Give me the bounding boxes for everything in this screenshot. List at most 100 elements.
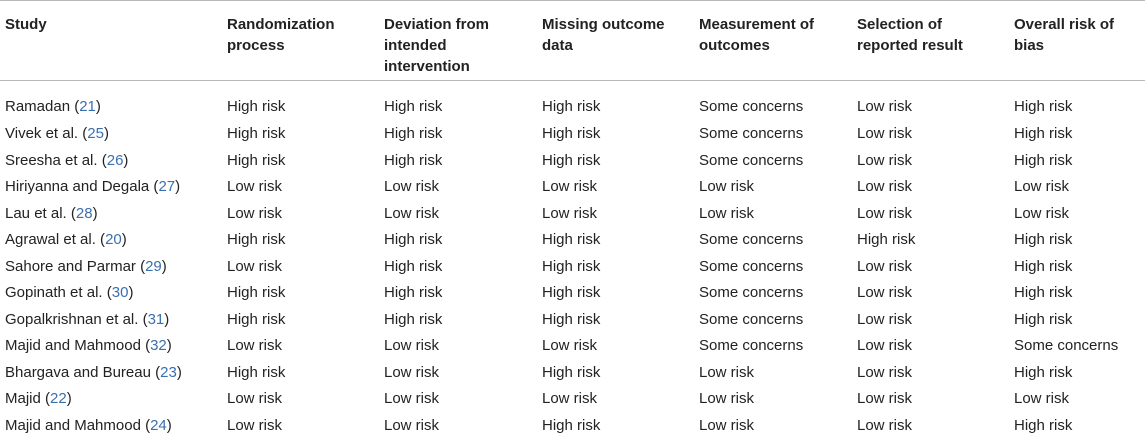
study-cell: Sreesha et al. (26) <box>5 151 129 169</box>
deviation-cell: Low risk <box>384 416 440 434</box>
study-name: Majid <box>5 390 41 408</box>
randomization-cell: Low risk <box>227 178 283 196</box>
table-row: Lau et al. (28) Low risk Low risk Low risk L… <box>0 201 1145 228</box>
deviation-cell: High risk <box>384 151 443 169</box>
study-name: Ramadan <box>5 98 71 115</box>
study-name: Gopalkrishnan et al. <box>5 310 139 328</box>
header-randomization: Randomization process <box>227 16 335 54</box>
measurement-cell: Some concerns <box>699 151 804 169</box>
selection-cell: Low risk <box>857 363 913 381</box>
randomization-cell: Low risk <box>227 204 283 222</box>
deviation-cell: High risk <box>384 125 443 143</box>
reference-link[interactable]: 31 <box>147 310 165 328</box>
randomization-cell: Low risk <box>227 257 283 275</box>
overall-cell: High risk <box>1014 310 1073 328</box>
selection-cell: Low risk <box>857 310 913 328</box>
header-study: Study <box>5 16 47 33</box>
randomization-cell: High risk <box>227 284 286 302</box>
measurement-cell: Some concerns <box>699 284 804 302</box>
reference-link[interactable]: 24 <box>150 416 167 434</box>
study-cell: Agrawal et al. (20) <box>5 231 127 249</box>
reference-link[interactable]: 29 <box>145 257 162 275</box>
overall-cell: Low risk <box>1014 390 1070 408</box>
deviation-cell: Low risk <box>384 337 440 355</box>
deviation-cell: Low risk <box>384 178 440 196</box>
missing-cell: Low risk <box>542 337 598 355</box>
deviation-cell: High risk <box>384 284 443 302</box>
missing-cell: Low risk <box>542 390 598 408</box>
randomization-cell: Low risk <box>227 390 283 408</box>
overall-cell: Low risk <box>1014 178 1070 196</box>
table-row: Bhargava and Bureau (23) High risk Low ris… <box>0 360 1145 387</box>
reference-link[interactable]: 30 <box>111 284 129 302</box>
randomization-cell: High risk <box>227 151 286 169</box>
overall-cell: Some concerns <box>1014 337 1119 355</box>
study-name: Vivek et al. <box>5 125 79 143</box>
randomization-cell: High risk <box>227 310 286 328</box>
deviation-cell: Low risk <box>384 390 440 408</box>
study-cell: Hiriyanna and Degala (27) <box>5 178 181 196</box>
study-cell: Lau et al. (28) <box>5 204 98 222</box>
study-name: Majid and Mahmood <box>5 337 141 355</box>
table-row: Hiriyanna and Degala (27) Low risk Low ris… <box>0 174 1145 201</box>
header-missing-data: Missing outcome data <box>542 16 665 54</box>
randomization-cell: Low risk <box>227 416 283 434</box>
table-body: Ramadan (21) High risk High risk High risk S… <box>0 81 1145 440</box>
selection-cell: Low risk <box>857 125 913 143</box>
reference-link[interactable]: 23 <box>160 363 177 381</box>
study-name: Majid and Mahmood <box>5 416 141 434</box>
header-measurement: Measurement of outcomes <box>699 16 815 54</box>
study-name: Sreesha et al. <box>5 151 98 169</box>
study-cell: Gopalkrishnan et al. (31) <box>5 310 170 328</box>
reference-link[interactable]: 32 <box>150 337 167 355</box>
reference-link[interactable]: 22 <box>50 390 67 408</box>
reference-link[interactable]: 25 <box>87 125 104 143</box>
missing-cell: High risk <box>542 231 601 249</box>
missing-cell: High risk <box>542 416 601 434</box>
study-cell: Majid (22) <box>5 390 72 408</box>
randomization-cell: High risk <box>227 98 286 115</box>
reference-link[interactable]: 21 <box>79 98 96 115</box>
study-name: Lau et al. <box>5 204 67 222</box>
deviation-cell: Low risk <box>384 204 440 222</box>
measurement-cell: Some concerns <box>699 337 804 355</box>
table-row: Vivek et al. (25) High risk High risk High … <box>0 121 1145 148</box>
study-cell: Sahore and Parmar (29) <box>5 257 167 275</box>
deviation-cell: High risk <box>384 257 443 275</box>
missing-cell: High risk <box>542 310 601 328</box>
study-name: Gopinath et al. <box>5 284 103 302</box>
overall-cell: High risk <box>1014 125 1073 143</box>
reference-link[interactable]: 26 <box>106 151 124 169</box>
selection-cell: High risk <box>857 231 916 249</box>
table-row: Majid and Mahmood (32) Low risk Low risk Lo… <box>0 333 1145 360</box>
study-cell: Majid and Mahmood (24) <box>5 416 172 434</box>
reference-link[interactable]: 20 <box>105 231 122 249</box>
randomization-cell: High risk <box>227 363 286 381</box>
deviation-cell: High risk <box>384 98 443 115</box>
deviation-cell: High risk <box>384 310 443 328</box>
reference-link[interactable]: 28 <box>75 204 93 222</box>
overall-cell: High risk <box>1014 257 1073 275</box>
missing-cell: High risk <box>542 98 601 115</box>
measurement-cell: Low risk <box>699 363 755 381</box>
overall-cell: High risk <box>1014 363 1073 381</box>
study-cell: Vivek et al. (25) <box>5 125 109 143</box>
study-name: Sahore and Parmar <box>5 257 136 275</box>
reference-link[interactable]: 27 <box>158 178 176 196</box>
measurement-cell: Some concerns <box>699 125 804 143</box>
table-row: Sahore and Parmar (29) Low risk High risk H… <box>0 254 1145 281</box>
selection-cell: Low risk <box>857 257 913 275</box>
measurement-cell: Low risk <box>699 178 755 196</box>
measurement-cell: Some concerns <box>699 98 804 115</box>
study-name: Hiriyanna and Degala <box>5 178 150 196</box>
selection-cell: Low risk <box>857 416 913 434</box>
overall-cell: Low risk <box>1014 204 1070 222</box>
randomization-cell: Low risk <box>227 337 283 355</box>
table-row: Gopinath et al. (30) High risk High risk Hi… <box>0 280 1145 307</box>
missing-cell: High risk <box>542 363 601 381</box>
overall-cell: High risk <box>1014 231 1073 249</box>
measurement-cell: Some concerns <box>699 257 804 275</box>
study-cell: Ramadan (21) <box>5 98 101 115</box>
selection-cell: Low risk <box>857 204 913 222</box>
